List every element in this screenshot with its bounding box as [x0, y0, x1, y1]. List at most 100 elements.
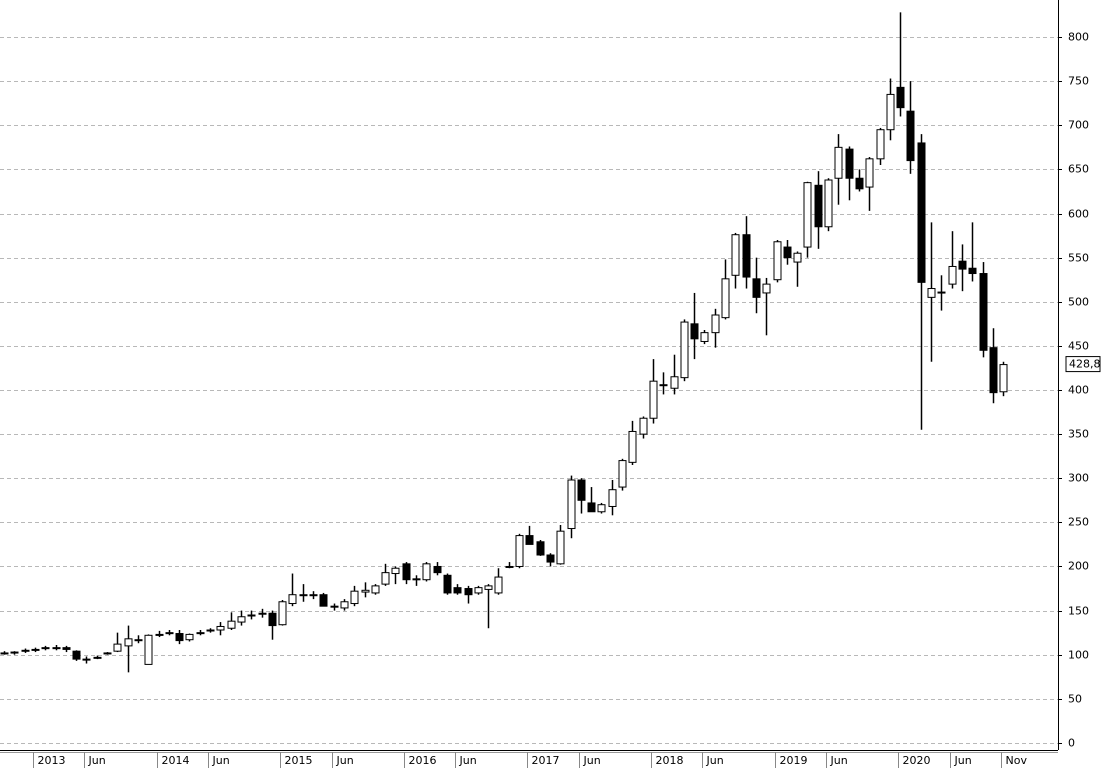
y-tick-label: 100	[1068, 649, 1089, 662]
candle-body	[948, 265, 957, 285]
candle-body	[412, 578, 421, 581]
candle-body	[258, 612, 267, 615]
candle-body	[144, 634, 153, 665]
candle-body	[155, 633, 164, 636]
candle-body	[433, 565, 442, 574]
candle-body	[381, 572, 390, 585]
x-tick-label: Jun	[583, 754, 601, 767]
x-tick-label: Nov	[1006, 754, 1028, 767]
candle-body	[834, 146, 843, 179]
candle-body	[742, 234, 751, 278]
x-tick-label: Jun	[212, 754, 230, 767]
candle-body	[330, 605, 339, 608]
candle-body	[72, 650, 81, 660]
x-tick-label: Jun	[830, 754, 848, 767]
x-tick-label: Jun	[954, 754, 972, 767]
candle-body	[464, 588, 473, 596]
candle-body	[350, 590, 359, 605]
candle-body	[216, 625, 225, 631]
candle-body	[443, 574, 452, 594]
candle-body	[659, 384, 668, 387]
candle-body	[371, 585, 380, 594]
x-tick-label: Jun	[336, 754, 354, 767]
last-price-box	[1065, 356, 1101, 373]
candle-body	[474, 587, 483, 594]
candle-body	[927, 288, 936, 298]
x-tick-label: Jun	[706, 754, 724, 767]
y-tick-label: 50	[1068, 693, 1082, 706]
candle-body	[165, 632, 174, 635]
candle-body	[299, 594, 308, 597]
candle-body	[917, 142, 926, 283]
candle-body	[783, 246, 792, 259]
y-tick-label: 550	[1068, 252, 1089, 265]
candle-body	[793, 252, 802, 263]
candle-body	[124, 638, 133, 647]
candle-body	[134, 639, 143, 642]
y-tick-label: 750	[1068, 75, 1089, 88]
candle-body	[587, 502, 596, 513]
candle-body	[773, 241, 782, 281]
y-tick-label: 600	[1068, 208, 1089, 221]
x-tick-label: 2018	[656, 754, 684, 767]
x-tick-label: 2020	[903, 754, 931, 767]
candle-body	[618, 460, 627, 488]
candle-body	[494, 576, 503, 594]
y-tick-label: 300	[1068, 472, 1089, 485]
x-tick-label: 2013	[38, 754, 66, 767]
candle-body	[628, 430, 637, 463]
candle-body	[525, 535, 534, 545]
candle-body	[175, 633, 184, 642]
candle-body	[608, 489, 617, 507]
candle-body	[340, 601, 349, 609]
candle-body	[690, 323, 699, 340]
candle-body	[21, 649, 30, 652]
candle-body	[845, 148, 854, 179]
candle-body	[649, 380, 658, 419]
candle-body	[185, 633, 194, 641]
candle-body	[288, 594, 297, 605]
candle-body	[319, 594, 328, 607]
y-tick-label: 650	[1068, 163, 1089, 176]
candle-body	[855, 177, 864, 190]
candle-body	[577, 479, 586, 501]
candle-body	[227, 620, 236, 629]
candle-body	[597, 504, 606, 513]
candle-body	[886, 93, 895, 131]
candle-body	[484, 585, 493, 590]
candle-body	[402, 563, 411, 581]
y-tick-label: 450	[1068, 340, 1089, 353]
candle-body	[453, 587, 462, 594]
candle-body	[937, 291, 946, 294]
x-tick-label: 2014	[162, 754, 190, 767]
candle-body	[536, 541, 545, 556]
candle-body	[721, 278, 730, 319]
candle-body	[361, 589, 370, 593]
candle-body	[979, 273, 988, 351]
candle-body	[196, 632, 205, 635]
candle-body	[968, 267, 977, 275]
candle-body	[700, 332, 709, 342]
y-tick-label: 150	[1068, 605, 1089, 618]
candle-body	[391, 567, 400, 575]
candle-body	[113, 643, 122, 652]
y-tick-label: 350	[1068, 428, 1089, 441]
candle-body	[752, 278, 761, 298]
candle-body	[731, 234, 740, 276]
candle-body	[999, 364, 1008, 393]
candle-body	[680, 321, 689, 379]
candle-body	[876, 129, 885, 160]
candle-body	[803, 182, 812, 248]
candle-body	[515, 535, 524, 567]
candle-body	[546, 554, 555, 563]
candle-body	[309, 594, 318, 597]
x-tick-label: Jun	[88, 754, 106, 767]
candle-body	[639, 417, 648, 435]
y-tick-label: 700	[1068, 119, 1089, 132]
candle-body	[10, 651, 19, 654]
candle-body	[556, 530, 565, 565]
candle-body	[52, 647, 61, 650]
candle-body	[958, 260, 967, 270]
